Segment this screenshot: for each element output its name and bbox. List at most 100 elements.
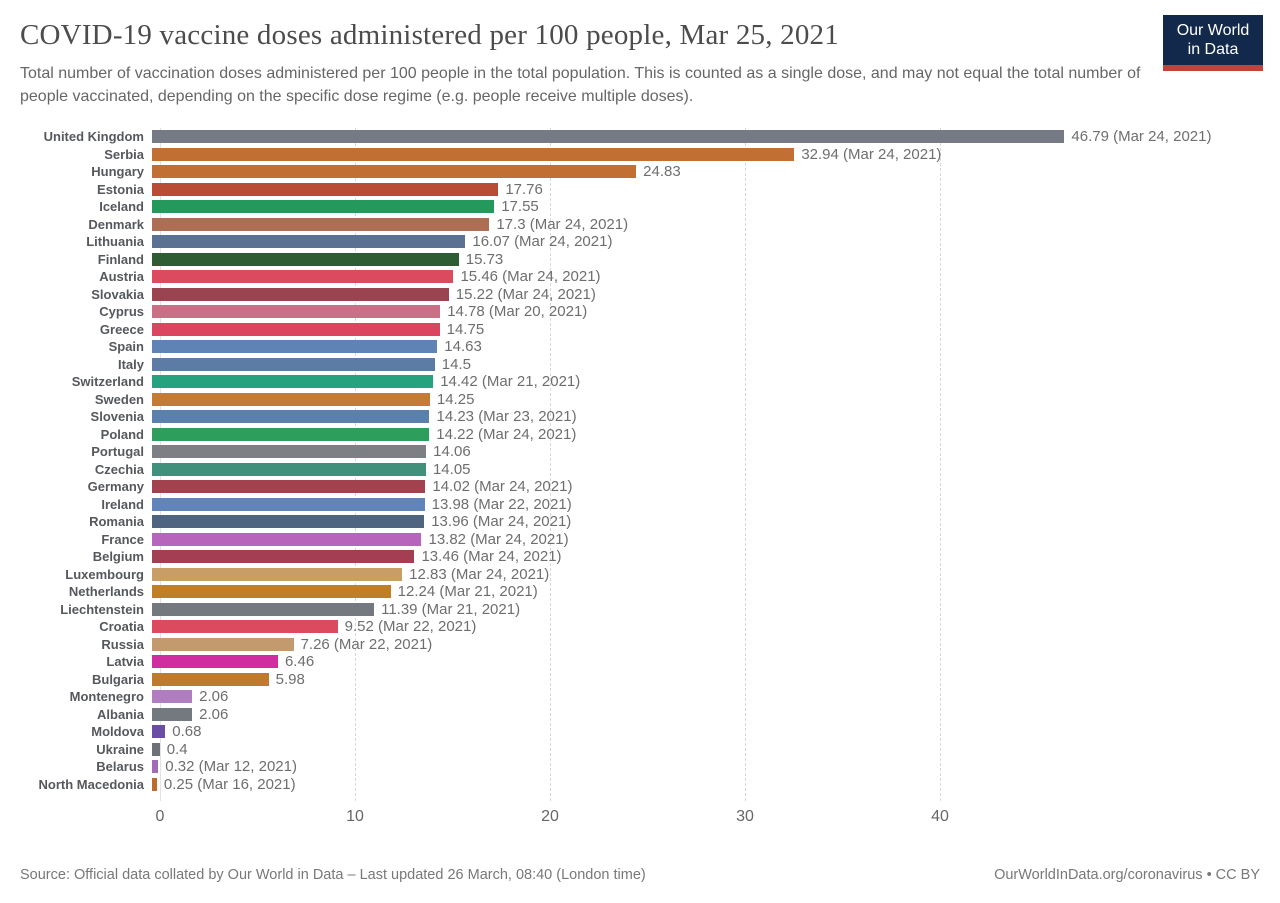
axis-tick-label-10: 10 [346,808,364,825]
bar[interactable] [152,707,193,721]
bar[interactable] [152,620,338,634]
bar-row: Luxembourg 12.83 (Mar 24, 2021) [0,566,1260,584]
bar-row: Finland 15.73 [0,251,1260,269]
value-label: 14.42 (Mar 21, 2021) [440,373,581,391]
bar[interactable] [152,322,440,336]
bar[interactable] [152,532,422,546]
bar[interactable] [152,515,425,529]
bar[interactable] [152,462,426,476]
value-label: 6.46 [284,653,315,671]
bar[interactable] [152,760,159,774]
bar-row: Ukraine 0.4 [0,741,1260,759]
country-label: Switzerland [71,374,144,390]
bar[interactable] [152,410,430,424]
value-label: 32.94 (Mar 24, 2021) [801,145,942,163]
axis-tick-label-40: 40 [931,808,949,825]
bar[interactable] [152,270,454,284]
bar-row: Switzerland 14.42 (Mar 21, 2021) [0,373,1260,391]
bar[interactable] [152,305,441,319]
owid-logo-text: Our World in Data [1163,15,1263,65]
bar-row: North Macedonia 0.25 (Mar 16, 2021) [0,776,1260,794]
country-label: Romania [89,514,144,530]
bar[interactable] [152,602,375,616]
bar[interactable] [152,252,459,266]
bar[interactable] [152,375,434,389]
bar-row: Germany 14.02 (Mar 24, 2021) [0,478,1260,496]
country-label: Serbia [104,146,144,162]
bar-row: Italy 14.5 [0,356,1260,374]
bar-row: Lithuania 16.07 (Mar 24, 2021) [0,233,1260,251]
value-label: 0.25 (Mar 16, 2021) [163,775,296,793]
bar-row: Slovakia 15.22 (Mar 24, 2021) [0,286,1260,304]
country-label: United Kingdom [43,129,144,145]
bar-row: Croatia 9.52 (Mar 22, 2021) [0,618,1260,636]
owid-logo-line2: in Data [1187,41,1239,58]
bar[interactable] [152,427,430,441]
value-label: 12.24 (Mar 21, 2021) [397,583,538,601]
bar[interactable] [152,357,435,371]
bar[interactable] [152,217,490,231]
bar[interactable] [152,497,425,511]
bar[interactable] [152,550,415,564]
bar[interactable] [152,480,426,494]
bar-row: Netherlands 12.24 (Mar 21, 2021) [0,583,1260,601]
bar[interactable] [152,340,438,354]
value-label: 7.26 (Mar 22, 2021) [300,635,433,653]
country-label: Netherlands [68,584,144,600]
value-label: 14.25 [436,390,475,408]
bar-row: Belarus 0.32 (Mar 12, 2021) [0,758,1260,776]
owid-logo[interactable]: Our World in Data [1163,15,1263,71]
bar-row: France 13.82 (Mar 24, 2021) [0,531,1260,549]
bar[interactable] [152,182,499,196]
country-label: Denmark [88,216,144,232]
country-label: Liechtenstein [60,601,144,617]
value-label: 11.39 (Mar 21, 2021) [381,600,521,618]
bar[interactable] [152,690,193,704]
bar-row: Greece 14.75 [0,321,1260,339]
bar[interactable] [152,287,449,301]
value-label: 13.82 (Mar 24, 2021) [428,530,569,548]
x-axis: 0 10 20 30 40 [156,808,1250,832]
bar[interactable] [152,130,1065,144]
bar[interactable] [152,445,427,459]
bar-row: Spain 14.63 [0,338,1260,356]
country-label: Moldova [91,724,144,740]
bar[interactable] [152,567,403,581]
bar[interactable] [152,742,160,756]
value-label: 15.46 (Mar 24, 2021) [460,268,601,286]
country-label: Greece [99,321,144,337]
country-label: Latvia [106,654,144,670]
bar[interactable] [152,147,795,161]
value-label: 13.98 (Mar 22, 2021) [431,495,572,513]
bar[interactable] [152,655,278,669]
country-label: North Macedonia [38,776,144,792]
value-label: 13.46 (Mar 24, 2021) [421,548,562,566]
country-label: Portugal [91,444,144,460]
bar[interactable] [152,200,495,214]
value-label: 0.32 (Mar 12, 2021) [165,758,297,776]
value-label: 5.98 [275,670,305,688]
bar-row: United Kingdom 46.79 (Mar 24, 2021) [0,128,1260,146]
bar[interactable] [152,585,391,599]
country-label: Bulgaria [91,671,144,687]
bar[interactable] [152,165,637,179]
source-note: Source: Official data collated by Our Wo… [20,867,646,883]
bar[interactable] [152,392,430,406]
bar-row: Denmark 17.3 (Mar 24, 2021) [0,216,1260,234]
country-label: Iceland [99,199,144,215]
owid-logo-line1: Our World [1176,21,1250,39]
bar-row: Albania 2.06 [0,706,1260,724]
bar[interactable] [152,725,166,739]
country-label: Belarus [96,759,144,775]
chart-header: COVID-19 vaccine doses administered per … [20,18,1150,108]
bar[interactable] [152,777,157,791]
bar[interactable] [152,672,269,686]
bar[interactable] [152,637,294,651]
axis-tick-label-30: 30 [736,808,754,825]
country-label: Lithuania [86,234,144,250]
value-label: 14.02 (Mar 24, 2021) [432,478,573,496]
bar[interactable] [152,235,466,249]
owid-logo-accent-bar [1163,65,1263,71]
owid-link[interactable]: OurWorldInData.org/coronavirus • CC BY [994,867,1260,883]
